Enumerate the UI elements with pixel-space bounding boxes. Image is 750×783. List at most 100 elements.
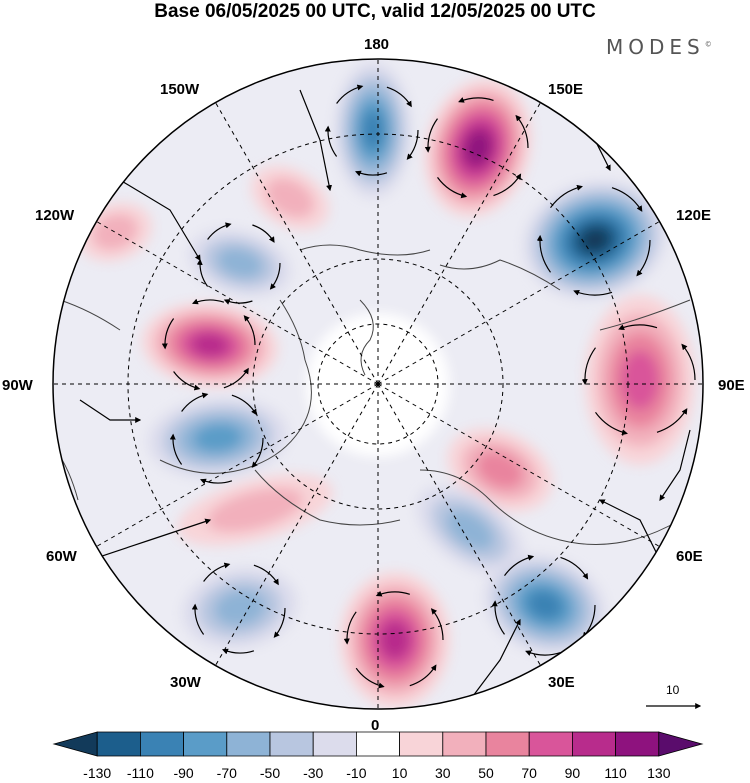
wind-arrow: [525, 650, 561, 656]
wind-arrow: [560, 556, 589, 580]
colorbar-segment: [572, 731, 616, 757]
meridian-line: [377, 383, 665, 550]
colorbar-segment: [528, 731, 573, 757]
lon-label-90e: 90E: [718, 377, 745, 394]
coastline: [439, 259, 561, 291]
wind-arrow: [269, 262, 281, 290]
wind-arrow: [493, 173, 522, 197]
lon-label-30w: 30W: [170, 674, 201, 691]
wind-arrow: [343, 611, 357, 645]
wind-arrow: [199, 478, 233, 485]
wind-arrow: [181, 392, 209, 412]
colorbar-segment: [226, 731, 271, 757]
wind-arrow: [221, 648, 255, 655]
wind-arrow: [243, 315, 256, 346]
wind-arrow: [299, 89, 333, 192]
wind-arrow: [581, 347, 596, 386]
anomaly-field: [78, 62, 695, 708]
colorbar-tick-label: -110: [126, 765, 154, 781]
colorbar-tick-label: -50: [259, 765, 281, 781]
coastline: [59, 299, 121, 331]
map-boundary: [52, 58, 704, 710]
wind-arrow: [207, 222, 232, 240]
wind-arrow: [354, 170, 388, 177]
anomaly-high-90E: [585, 295, 695, 465]
coastline: [254, 469, 401, 526]
wind-arrow: [595, 411, 628, 436]
wind-arrow: [424, 118, 438, 153]
wind-arrow: [324, 125, 338, 157]
colorbar-segment: [442, 731, 487, 757]
colorbar-segment: [269, 731, 314, 757]
wind-arrow: [119, 179, 201, 262]
coastline: [599, 299, 691, 331]
coastline: [419, 469, 681, 545]
colorbar-tick-label: 50: [478, 765, 494, 781]
anomaly-low-30W: [182, 567, 298, 649]
meridian-line: [91, 383, 379, 550]
wind-arrow: [231, 394, 257, 416]
coastline: [359, 299, 374, 376]
colorbar-tick-label: 130: [647, 765, 671, 781]
lon-label-120e: 120E: [676, 207, 712, 224]
wind-arrow: [611, 187, 643, 212]
lon-label-150w: 150W: [160, 81, 200, 98]
wind-arrow: [173, 371, 201, 391]
lon-label-120w: 120W: [35, 207, 75, 224]
coastlines: [55, 244, 691, 545]
wind-arrow: [681, 343, 696, 381]
colorbar-tick-label: -10: [346, 765, 367, 781]
anomaly-high-60W: [177, 474, 333, 546]
wind-arrow: [458, 97, 494, 103]
colorbar-segment: [355, 731, 401, 757]
wind-arrow: [437, 177, 468, 199]
wind-arrow: [504, 554, 535, 576]
anomaly-high-0: [340, 572, 450, 708]
wind-arrow: [636, 239, 651, 277]
colorbar-tick-label: -90: [173, 765, 194, 781]
meridian-line: [377, 97, 544, 385]
colorbar-segment: [399, 731, 444, 757]
meridian-line: [212, 97, 379, 385]
colorbar-tick-label: 10: [391, 765, 408, 781]
colorbar-segment: [615, 731, 660, 757]
colorbar-segment: [485, 731, 530, 757]
anomaly-low-130W: [189, 229, 291, 297]
colorbar-segment: [312, 731, 357, 757]
wind-arrow: [491, 600, 505, 635]
wind-arrow: [252, 224, 275, 243]
anomaly-high-110W: [142, 302, 278, 388]
wind-arrow: [191, 603, 205, 635]
anomaly-low-120E: [523, 180, 667, 300]
lon-label-60w: 60W: [46, 548, 77, 565]
meridian-line: [377, 218, 665, 385]
wind-arrow: [196, 258, 209, 287]
anomaly-low-60E: [417, 485, 523, 575]
colorbar-segment: [52, 731, 98, 757]
colorbar-tick-label: 110: [604, 765, 627, 781]
colorbar-segment: [658, 731, 704, 757]
wind-arrow: [515, 114, 529, 149]
wind-arrow: [550, 184, 583, 209]
vector-scale-label: 10: [666, 683, 680, 697]
wind-arrow: [223, 367, 249, 389]
wind-arrow: [161, 318, 175, 350]
wind-arrow: [336, 84, 364, 104]
colorbar-tick-label: -70: [216, 765, 237, 781]
wind-arrow: [203, 562, 231, 582]
latitude-circle: [252, 258, 504, 510]
wind-arrow: [598, 499, 661, 561]
lon-label-150e: 150E: [548, 81, 584, 98]
wind-arrow: [659, 429, 691, 501]
colorbar-tick-label: 90: [564, 765, 581, 781]
colorbar-tick-label: 30: [435, 765, 451, 781]
modes-logo: MODES©: [606, 35, 712, 59]
wind-arrow: [355, 667, 385, 689]
wind-arrow: [191, 298, 225, 305]
meridian-line: [212, 383, 379, 671]
wind-arrow: [375, 590, 410, 597]
coastline: [159, 299, 312, 474]
wind-arrow: [430, 608, 444, 641]
wind-arrow: [89, 518, 212, 561]
map-title: Base 06/05/2025 00 UTC, valid 12/05/2025…: [154, 1, 596, 22]
